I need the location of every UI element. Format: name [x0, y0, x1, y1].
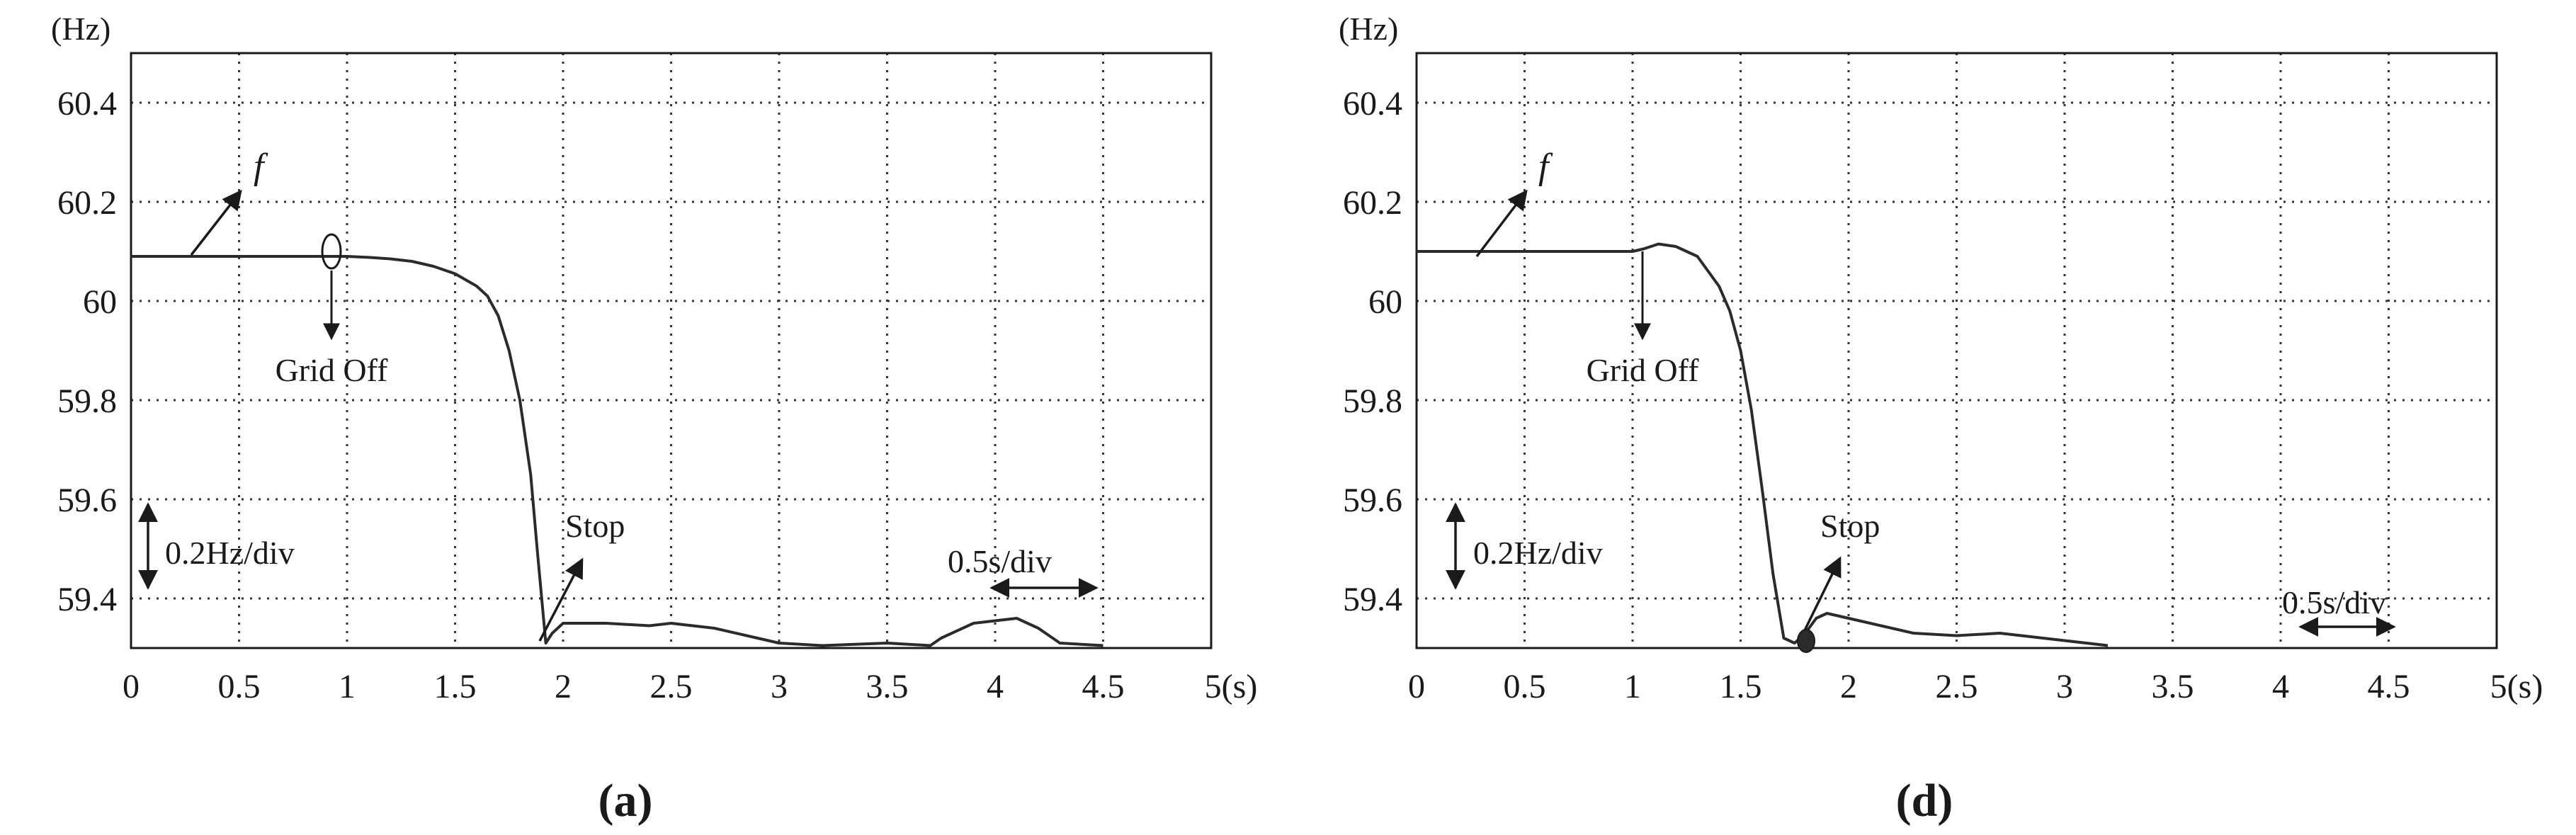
y-tick-labels: 59.4 59.6 59.8 60 60.2 60.4 — [57, 85, 117, 618]
y-tick-label: 60 — [83, 283, 117, 321]
frequency-line — [1417, 242, 2109, 647]
grid-off-label: Grid Off — [276, 352, 389, 388]
y-tick-labels: 59.4 59.6 59.8 60 60.2 60.4 — [1343, 85, 1402, 618]
stop-marker — [1797, 629, 1815, 653]
y-tick-label: 59.8 — [1343, 382, 1402, 420]
y-tick-label: 59.4 — [57, 581, 117, 618]
y-tick-label: 59.8 — [57, 382, 117, 420]
frequency-line — [131, 255, 1103, 647]
grid-off-marker — [321, 233, 342, 270]
panel-label: (a) — [598, 775, 653, 827]
x-tick-label: 2.5 — [1936, 668, 1978, 705]
x-tick-label: 4.5 — [1082, 668, 1125, 705]
y-scale-label: 0.2Hz/div — [1473, 535, 1603, 571]
y-tick-label: 59.6 — [1343, 482, 1402, 519]
x-tick-label: 1.5 — [1720, 668, 1762, 705]
y-axis-unit-label: (Hz) — [1339, 11, 1398, 47]
x-tick-label: 4.5 — [2368, 668, 2410, 705]
x-tick-label: 5(s) — [2490, 668, 2543, 705]
panel-label: (d) — [1896, 775, 1953, 827]
chart-panel-d: (Hz) 0 0.5 1 1.5 2 2.5 3 3.5 4 4.5 5(s) … — [1339, 11, 2543, 827]
stop-arrow — [538, 557, 584, 642]
x-tick-label: 0.5 — [218, 668, 261, 705]
x-tick-label: 3 — [2056, 668, 2073, 705]
chart-panel-a: (Hz) 0 0.5 1 1.5 2 2.5 3 3.5 4 4.5 5(s) … — [51, 11, 1257, 827]
signal-label-f: f — [254, 147, 268, 187]
y-scale-label: 0.2Hz/div — [165, 535, 295, 571]
y-tick-label: 59.6 — [57, 482, 117, 519]
x-tick-label: 2.5 — [650, 668, 693, 705]
signal-label-f: f — [1538, 147, 1553, 187]
x-tick-label: 2 — [1840, 668, 1857, 705]
x-tick-label: 0.5 — [1504, 668, 1546, 705]
y-tick-label: 60.2 — [57, 184, 117, 222]
x-scale-label: 0.5s/div — [948, 543, 1052, 579]
stop-label: Stop — [1820, 508, 1880, 544]
plot-frame — [1415, 52, 2498, 649]
x-tick-label: 4 — [2272, 668, 2289, 705]
x-tick-label: 0 — [1408, 668, 1425, 705]
stop-arrow — [1803, 556, 1842, 631]
x-tick-labels: 0 0.5 1 1.5 2 2.5 3 3.5 4 4.5 5(s) — [123, 668, 1257, 705]
f-pointer-arrow — [190, 189, 242, 256]
y-tick-label: 59.4 — [1343, 581, 1402, 618]
x-tick-label: 3.5 — [2152, 668, 2194, 705]
x-tick-label: 3 — [771, 668, 788, 705]
plot-frame — [130, 52, 1213, 649]
x-tick-labels: 0 0.5 1 1.5 2 2.5 3 3.5 4 4.5 5(s) — [1408, 668, 2543, 705]
y-tick-label: 60.4 — [1343, 85, 1402, 123]
grid-off-label: Grid Off — [1587, 352, 1700, 388]
x-tick-label: 3.5 — [866, 668, 909, 705]
x-tick-label: 4 — [987, 668, 1004, 705]
x-tick-label: 5(s) — [1205, 668, 1258, 705]
x-tick-label: 2 — [555, 668, 572, 705]
grid-lines — [131, 53, 1211, 648]
stop-label: Stop — [565, 508, 625, 544]
y-tick-label: 60 — [1368, 283, 1402, 321]
x-tick-label: 1 — [1624, 668, 1641, 705]
x-tick-label: 1 — [339, 668, 356, 705]
f-pointer-arrow — [1475, 189, 1528, 258]
y-tick-label: 60.2 — [1343, 184, 1402, 222]
x-tick-label: 1.5 — [434, 668, 477, 705]
x-scale-label: 0.5s/div — [2282, 584, 2386, 620]
y-tick-label: 60.4 — [57, 85, 117, 123]
x-tick-label: 0 — [123, 668, 140, 705]
y-axis-unit-label: (Hz) — [51, 11, 110, 47]
